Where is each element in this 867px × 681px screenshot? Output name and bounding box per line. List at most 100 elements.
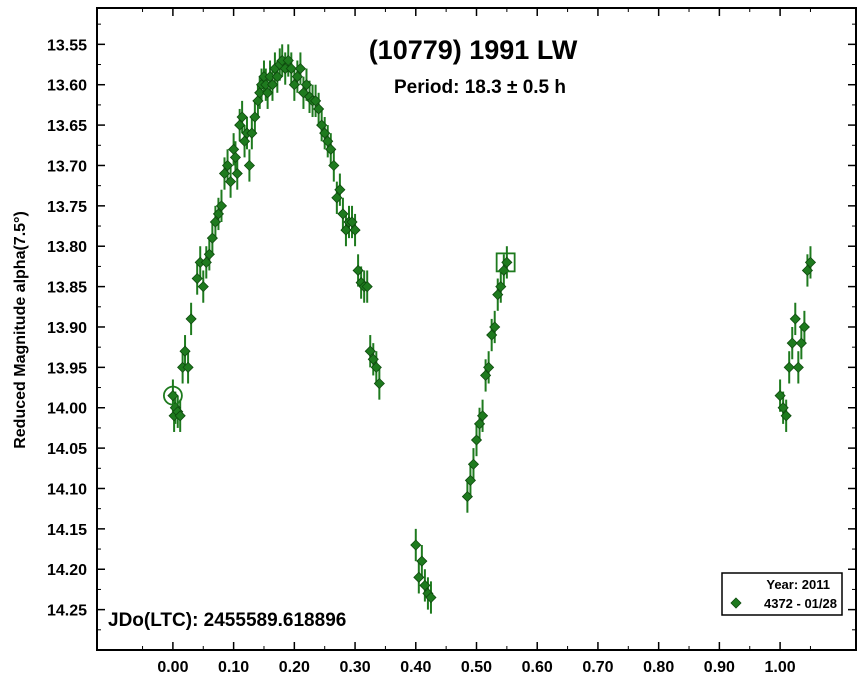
y-tick-label: 13.75 bbox=[47, 199, 87, 216]
y-tick-label: 14.05 bbox=[47, 441, 87, 458]
data-point bbox=[291, 71, 303, 83]
x-axis: 0.00 0.10 0.20 0.30 0.40 0.50 0.60 0.70 0.80 0.90… bbox=[142, 8, 811, 676]
data-point bbox=[288, 79, 300, 91]
data-point bbox=[229, 151, 242, 163]
data-point bbox=[206, 232, 218, 244]
data-point bbox=[786, 337, 798, 349]
data-point bbox=[182, 361, 194, 373]
data-point bbox=[200, 256, 212, 268]
data-point bbox=[413, 571, 425, 583]
x-tick-label: 1.00 bbox=[765, 659, 796, 676]
y-tick-label: 14.10 bbox=[47, 481, 87, 498]
data-point bbox=[294, 63, 306, 75]
data-point bbox=[495, 281, 507, 293]
data-point bbox=[461, 491, 473, 503]
data-point bbox=[789, 313, 801, 325]
data-point bbox=[352, 264, 364, 277]
legend: Year: 2011 4372 - 01/28 bbox=[721, 572, 843, 616]
data-point bbox=[191, 272, 203, 285]
data-point bbox=[774, 390, 786, 402]
x-tick-label: 0.00 bbox=[157, 659, 188, 676]
y-tick-label: 13.65 bbox=[47, 118, 87, 135]
y-tick-label: 14.15 bbox=[47, 522, 87, 539]
data-point bbox=[464, 474, 476, 486]
data-point bbox=[334, 184, 346, 196]
data-points bbox=[167, 54, 817, 604]
data-point bbox=[282, 54, 294, 67]
data-point bbox=[489, 321, 501, 333]
data-point bbox=[425, 591, 437, 604]
data-point bbox=[331, 192, 343, 204]
y-tick-label: 14.00 bbox=[47, 401, 87, 418]
chart-title: (10779) 1991 LW bbox=[369, 35, 578, 65]
data-point bbox=[271, 71, 283, 83]
data-point bbox=[325, 143, 337, 155]
data-point bbox=[801, 264, 813, 277]
data-point bbox=[252, 95, 264, 107]
y-tick-label: 14.20 bbox=[47, 562, 87, 579]
data-point bbox=[179, 345, 191, 357]
data-point bbox=[798, 321, 810, 333]
data-point bbox=[419, 579, 431, 591]
data-point bbox=[228, 143, 240, 155]
data-point bbox=[492, 289, 504, 301]
data-point bbox=[254, 87, 266, 99]
data-point bbox=[197, 281, 209, 293]
data-point bbox=[218, 167, 231, 180]
data-point bbox=[313, 103, 325, 115]
y-tick-label: 13.90 bbox=[47, 320, 87, 337]
data-point bbox=[473, 418, 486, 430]
data-point bbox=[501, 256, 513, 268]
data-point bbox=[480, 369, 492, 381]
x-tick-label: 0.50 bbox=[461, 659, 492, 676]
data-point bbox=[777, 402, 789, 414]
data-point bbox=[231, 167, 243, 180]
data-point bbox=[262, 87, 274, 99]
data-point bbox=[238, 135, 251, 147]
data-point bbox=[322, 135, 334, 147]
data-point bbox=[349, 224, 361, 236]
data-point bbox=[486, 329, 498, 341]
y-tick-label: 14.25 bbox=[47, 603, 87, 620]
legend-box bbox=[721, 572, 843, 616]
last-point-marker bbox=[495, 252, 516, 273]
data-point bbox=[364, 345, 376, 357]
annotations bbox=[162, 252, 516, 406]
data-point bbox=[285, 63, 297, 75]
data-point bbox=[203, 248, 215, 260]
legend-title: Year: 2011 bbox=[766, 577, 830, 592]
data-point bbox=[337, 208, 349, 220]
data-point bbox=[300, 79, 313, 91]
data-point bbox=[215, 200, 228, 212]
y-axis-label: Reduced Magnitude alpha(7.5°) bbox=[12, 211, 29, 449]
data-point bbox=[804, 256, 817, 268]
data-point bbox=[221, 159, 234, 172]
x-tick-label: 0.70 bbox=[582, 659, 613, 676]
x-tick-label: 0.30 bbox=[339, 659, 370, 676]
x-tick-label: 0.10 bbox=[218, 659, 249, 676]
data-point bbox=[225, 176, 237, 188]
data-point bbox=[498, 264, 510, 277]
plot-frame bbox=[96, 7, 857, 651]
data-point bbox=[346, 216, 358, 228]
x-tick-label: 0.90 bbox=[704, 659, 735, 676]
data-point bbox=[792, 361, 804, 373]
legend-entry-label: 4372 - 01/28 bbox=[764, 596, 837, 611]
data-point bbox=[373, 377, 385, 390]
data-point bbox=[209, 216, 221, 228]
data-point bbox=[416, 555, 428, 567]
y-tick-label: 13.95 bbox=[47, 360, 87, 377]
data-point bbox=[185, 313, 197, 325]
legend-marker bbox=[730, 597, 742, 609]
data-point bbox=[243, 159, 255, 172]
data-point bbox=[483, 361, 495, 373]
x-tick-label: 0.60 bbox=[522, 659, 553, 676]
data-point bbox=[361, 281, 373, 293]
data-point bbox=[340, 224, 352, 236]
data-point bbox=[410, 539, 422, 551]
data-point bbox=[249, 111, 261, 123]
data-point bbox=[316, 119, 328, 131]
y-tick-label: 13.55 bbox=[47, 37, 87, 54]
data-point bbox=[328, 159, 340, 172]
